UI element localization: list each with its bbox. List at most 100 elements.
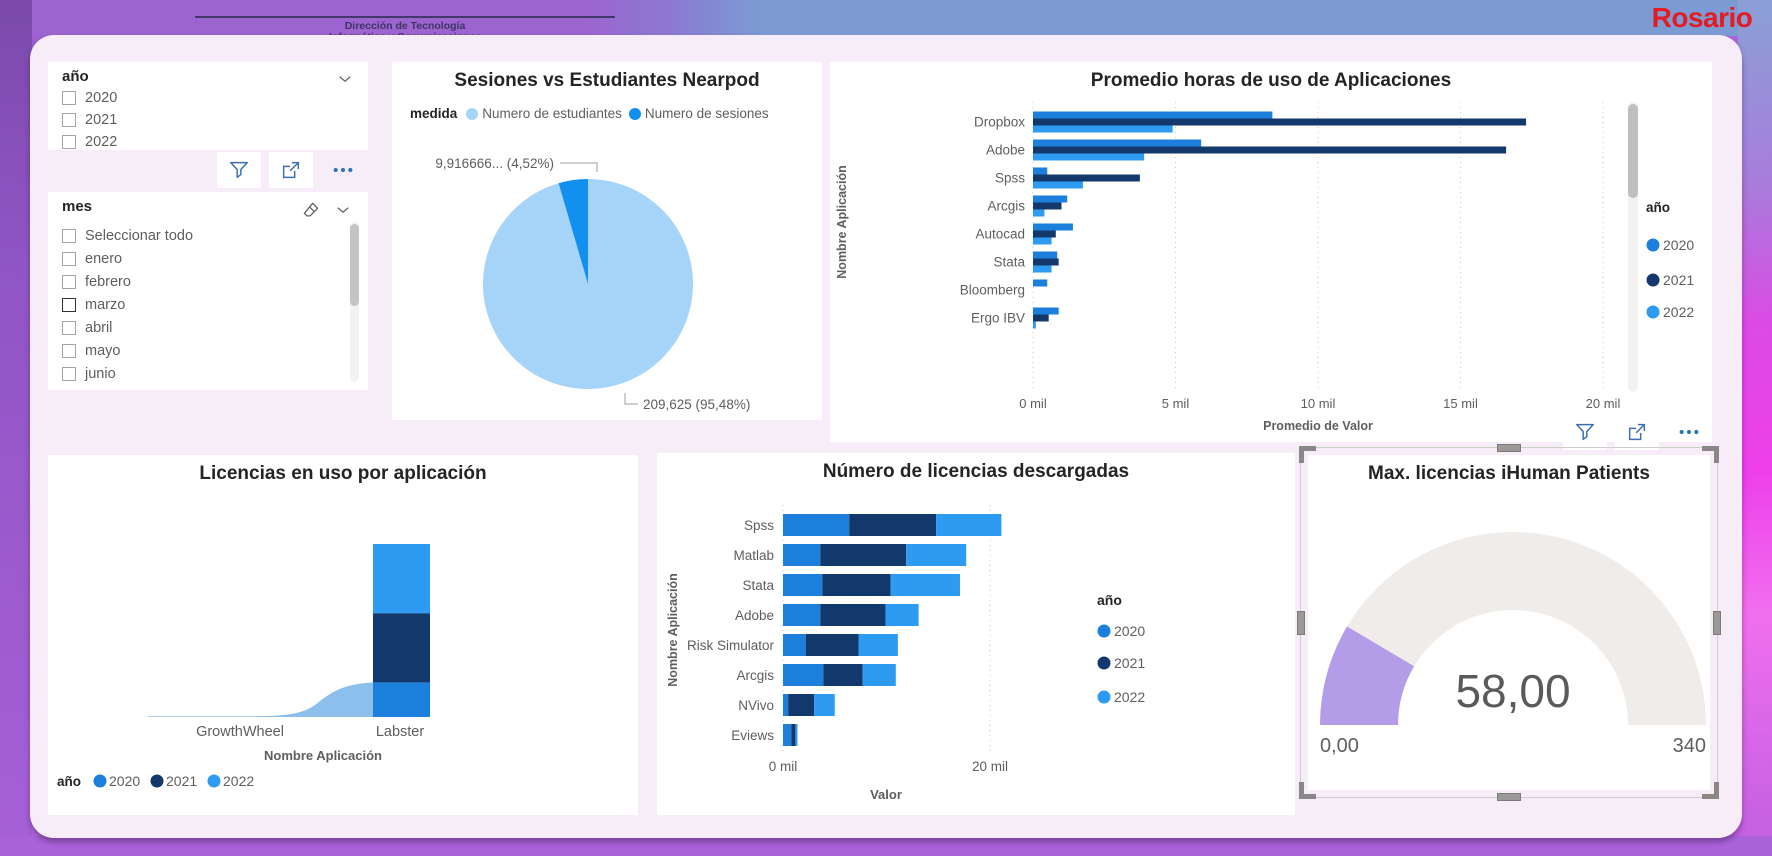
slicer-option-row[interactable]: 2022 [62,132,117,150]
eraser-icon[interactable] [301,200,321,225]
bar-segment[interactable] [1033,118,1527,126]
bar-segment[interactable] [1033,202,1062,210]
selection-edge-handle[interactable] [1497,444,1521,452]
checkbox[interactable] [62,321,76,335]
bar-segment[interactable] [885,604,919,626]
bar-segment[interactable] [1033,237,1052,245]
bar-segment[interactable] [1033,223,1073,231]
selection-edge-handle[interactable] [1297,610,1305,635]
slicer-option-row[interactable]: Seleccionar todo [62,226,193,246]
scrollbar-thumb[interactable] [350,224,359,306]
checkbox[interactable] [62,229,76,243]
bar-segment[interactable] [783,514,850,536]
pie-slice[interactable] [558,179,588,284]
gauge-arc[interactable] [1320,626,1415,725]
slicer-option-row[interactable]: febrero [62,272,131,292]
legend-dot-icon[interactable] [1097,624,1111,638]
pie-slice[interactable] [483,179,693,390]
bar-segment[interactable] [1033,265,1052,273]
bar-segment[interactable] [1033,181,1083,189]
bar-segment[interactable] [823,664,863,686]
bar-segment[interactable] [820,544,907,566]
legend-dot-icon[interactable] [1097,656,1111,670]
bar-segment[interactable] [783,664,824,686]
bar-segment[interactable] [1033,167,1048,175]
bar-segment[interactable] [783,724,792,746]
bar-segment[interactable] [1033,251,1058,259]
checkbox[interactable] [62,344,76,358]
scrollbar-thumb[interactable] [1628,104,1638,198]
checkbox[interactable] [62,252,76,266]
chevron-down-icon[interactable] [334,201,352,224]
bar-segment[interactable] [788,694,815,716]
bar-segment[interactable] [820,604,886,626]
bar-segment[interactable] [906,544,967,566]
more-options-icon[interactable] [321,152,365,188]
bar-segment[interactable] [1033,307,1059,315]
bar-segment[interactable] [1033,153,1145,161]
bar-segment[interactable] [783,544,821,566]
checkbox[interactable] [62,298,76,312]
legend-item[interactable]: Numero de sesiones [628,106,769,121]
bar-segment[interactable] [1033,209,1045,217]
bar-segment[interactable] [1033,125,1173,133]
slicer-option-row[interactable]: abril [62,318,112,338]
legend-dot-icon[interactable] [1646,238,1660,252]
slicer-option-row[interactable]: marzo [62,295,125,315]
bar-segment[interactable] [1033,146,1507,154]
legend-dot-icon[interactable] [1646,305,1660,319]
selection-edge-handle[interactable] [1713,610,1721,635]
gauge-arc[interactable] [1320,532,1706,725]
bar-segment[interactable] [783,694,789,716]
slicer-option-row[interactable]: junio [62,364,116,384]
bar-segment[interactable] [1033,230,1056,238]
focus-mode-icon[interactable] [269,152,313,188]
bar-segment[interactable] [373,544,430,614]
more-options-icon[interactable] [1667,414,1711,450]
checkbox[interactable] [62,367,76,381]
slicer-option-row[interactable]: 2020 [62,88,117,108]
bar-segment[interactable] [795,724,798,746]
slicer-option-row[interactable]: mayo [62,341,120,361]
bar-segment[interactable] [783,574,823,596]
bar-segment[interactable] [373,682,430,717]
bar-segment[interactable] [805,634,859,656]
bar-segment[interactable] [1033,139,1202,147]
bar-segment[interactable] [373,613,430,683]
area-series-2020[interactable] [148,682,430,717]
checkbox[interactable] [62,275,76,289]
checkbox[interactable] [62,91,76,105]
legend-dot-icon[interactable] [150,774,164,788]
bar-segment[interactable] [1033,258,1059,266]
bar-segment[interactable] [1033,195,1068,203]
bar-segment[interactable] [1033,111,1273,119]
bar-segment[interactable] [890,574,960,596]
slicer-option-row[interactable]: enero [62,249,122,269]
bar-segment[interactable] [862,664,896,686]
bar-segment[interactable] [791,724,796,746]
filter-icon[interactable] [217,152,261,188]
legend-dot-icon[interactable] [1097,690,1111,704]
bar-segment[interactable] [814,694,835,716]
bar-segment[interactable] [936,514,1002,536]
bar-segment[interactable] [858,634,898,656]
selection-edge-handle[interactable] [1497,793,1521,801]
chevron-down-icon[interactable] [336,70,354,93]
bar-segment[interactable] [1033,279,1048,287]
focus-mode-icon[interactable] [1615,414,1659,450]
legend-dot-icon[interactable] [1646,273,1660,287]
legend-dot-icon[interactable] [207,774,221,788]
bar-segment[interactable] [783,634,806,656]
bar-segment[interactable] [822,574,891,596]
bar-segment[interactable] [849,514,937,536]
slicer-option-row[interactable]: 2021 [62,110,117,130]
filter-icon[interactable] [1563,414,1607,450]
legend-dot-icon[interactable] [93,774,107,788]
legend-item[interactable]: Numero de estudiantes [466,106,622,121]
checkbox[interactable] [62,135,76,149]
bar-segment[interactable] [783,604,821,626]
checkbox[interactable] [62,113,76,127]
bar-segment[interactable] [1033,314,1049,322]
bar-segment[interactable] [1033,174,1140,182]
bar-segment[interactable] [1033,321,1036,329]
